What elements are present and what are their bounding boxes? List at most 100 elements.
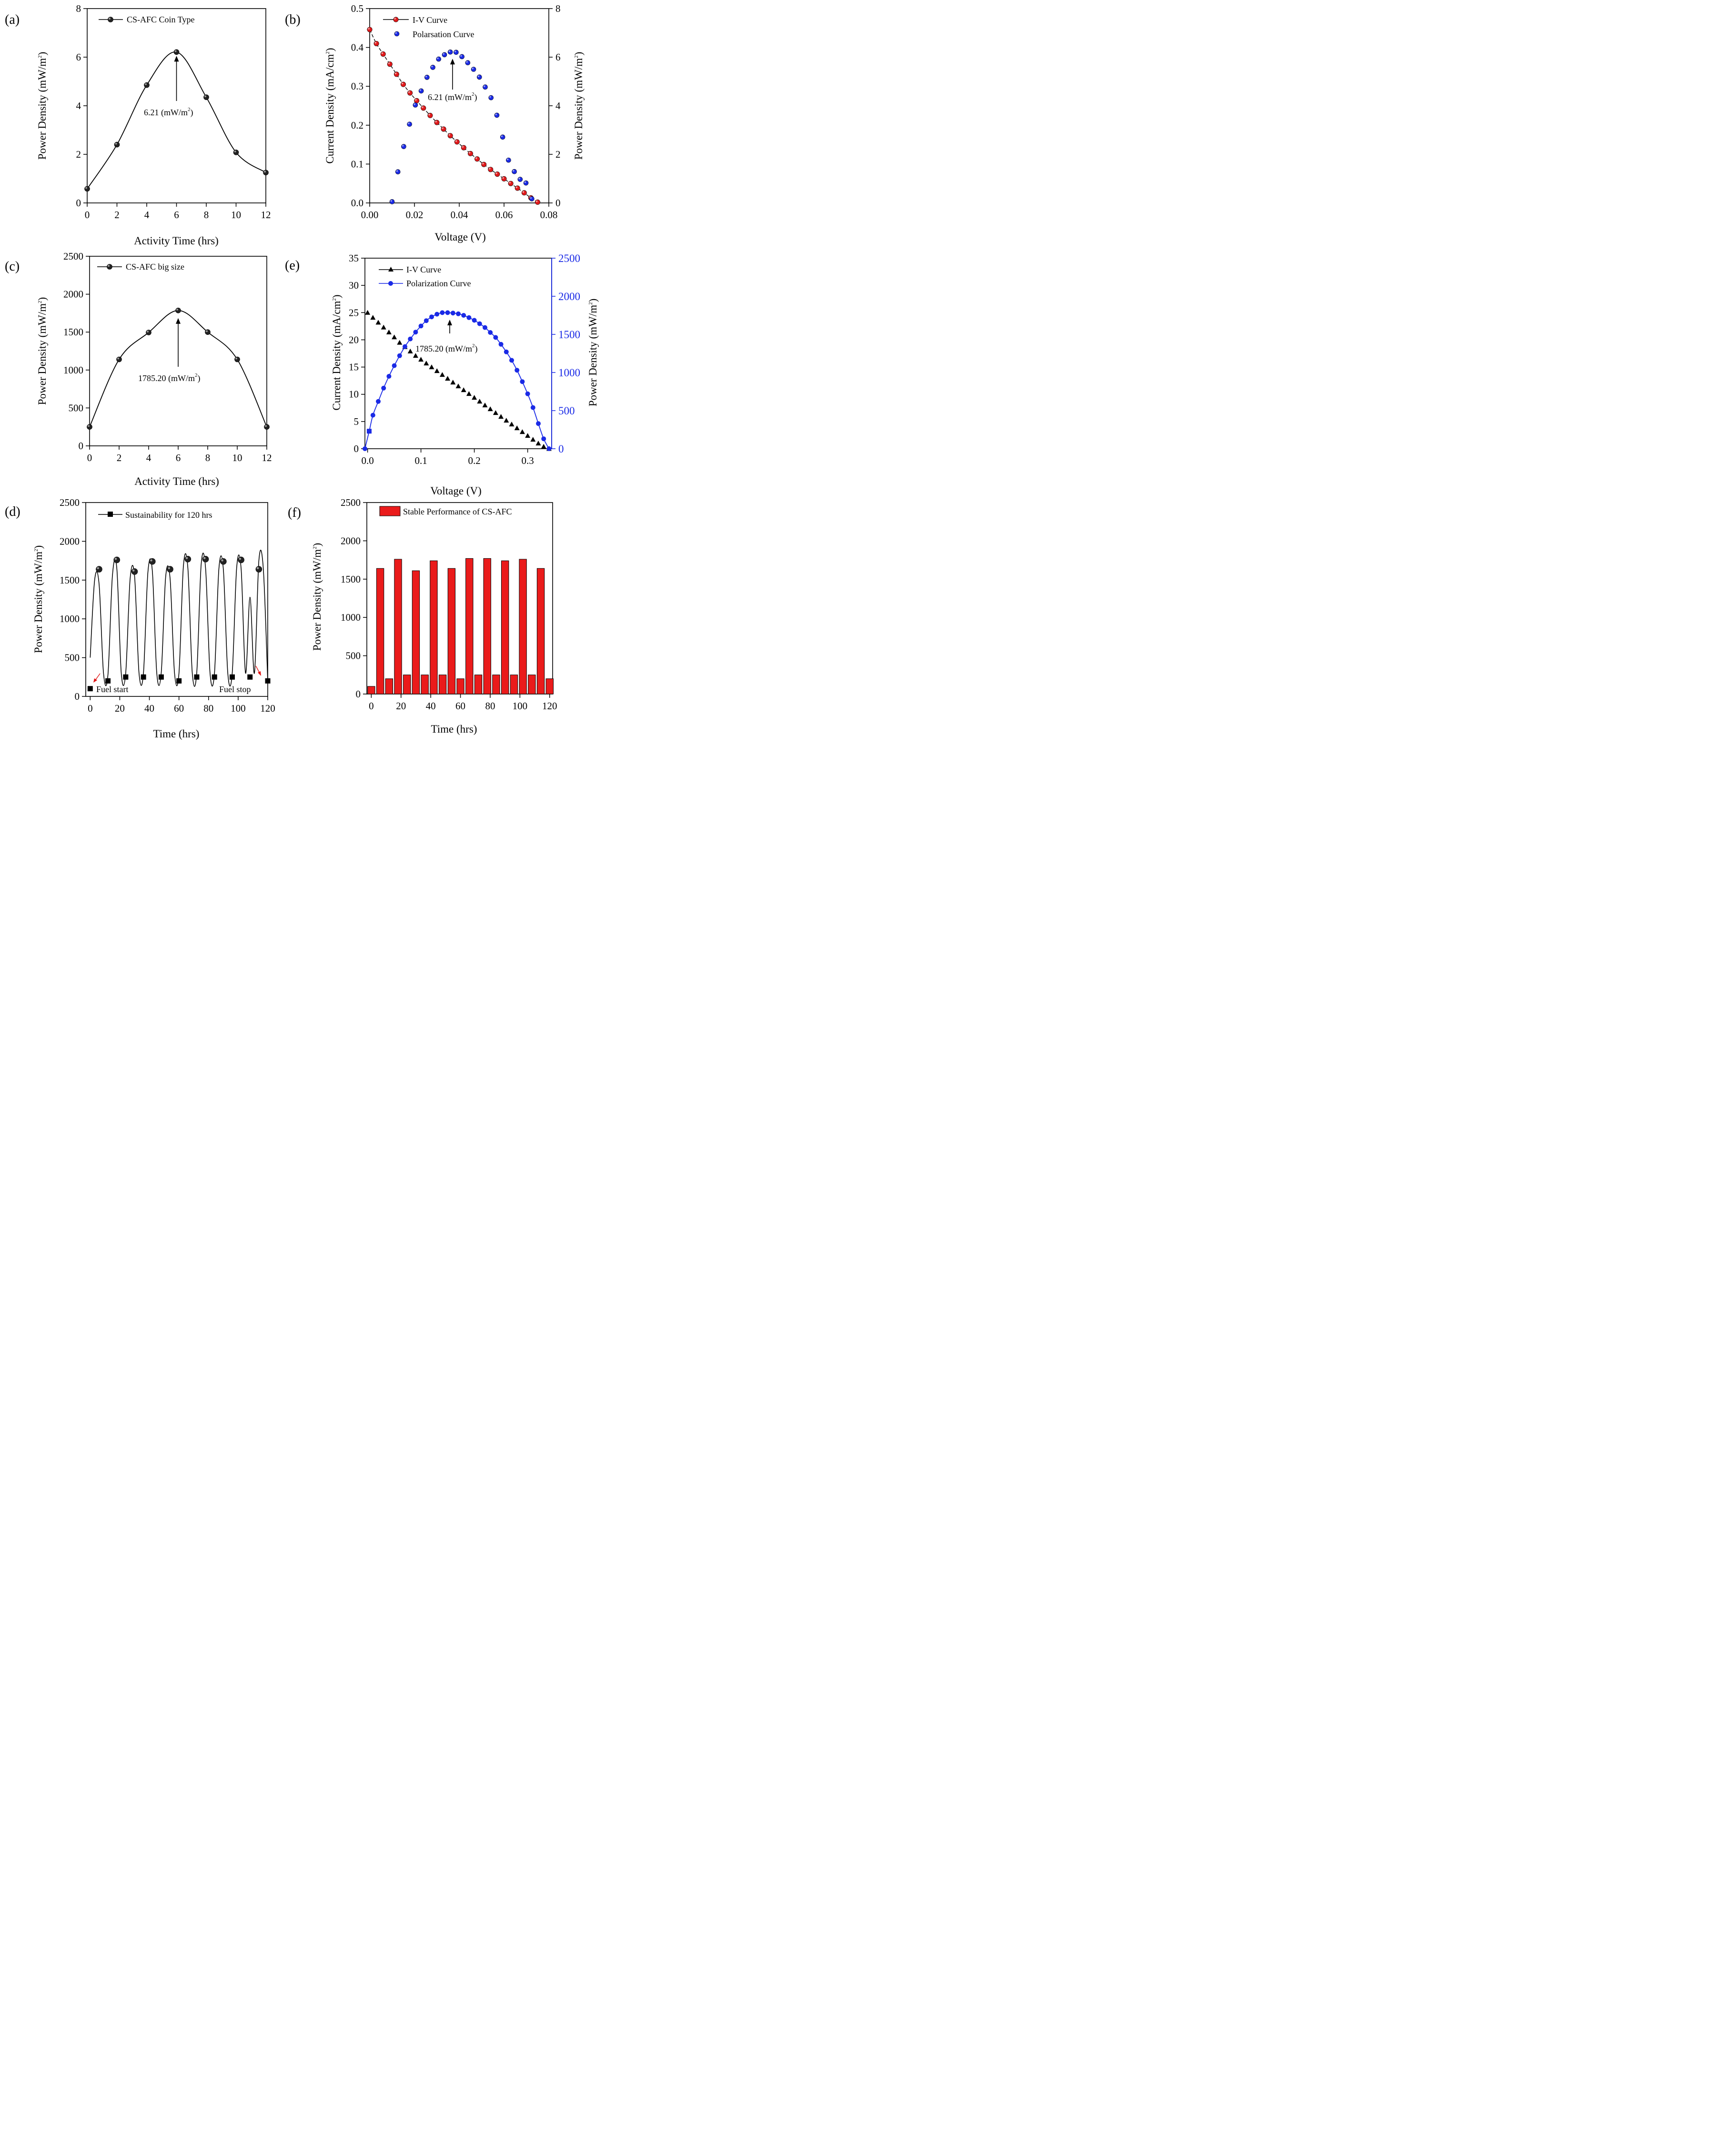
data-point-highlight: [88, 425, 90, 427]
polarization-point: [520, 379, 525, 384]
legend-marker-pol-highlight: [395, 32, 397, 34]
iv-point: [472, 395, 477, 400]
bar: [501, 560, 509, 695]
peak-arrow-head: [450, 59, 455, 65]
y-tick-label: 1000: [63, 364, 83, 376]
x-tick-label: 6: [174, 209, 179, 221]
iv-point-highlight: [522, 191, 525, 193]
y-axis-label-sup: 2: [33, 549, 39, 552]
polarisation-point: [494, 112, 500, 118]
legend-marker-highlight: [108, 265, 110, 267]
data-point: [146, 330, 151, 335]
data-point-highlight: [85, 187, 87, 189]
legend-marker: [108, 512, 113, 517]
peak-annotation-part2: ): [191, 108, 193, 118]
y-tick-label: 0.0: [351, 197, 363, 209]
iv-point: [387, 61, 393, 67]
peak-marker-highlight: [132, 569, 135, 572]
peak-annotation-part: 6.21 (mW/m: [428, 92, 472, 102]
iv-point: [508, 181, 514, 186]
iv-point: [370, 315, 376, 320]
iv-point: [400, 81, 406, 87]
data-point-highlight: [234, 151, 236, 152]
polarisation-point-highlight: [524, 181, 526, 183]
peak-annotation-part2: ): [475, 344, 478, 354]
data-point-highlight: [147, 331, 149, 332]
y-axis-label-part2: ): [311, 543, 323, 547]
data-point-highlight: [115, 142, 117, 145]
chart-a: 0 2 4 6 8 10 12 0 2 4 6 8 (a) Activity Time (hrs) Powe…: [5, 3, 271, 247]
iv-point: [397, 340, 403, 345]
y-axis-label: Current Density (mA/cm2): [324, 48, 336, 163]
x-tick-label: 0.1: [414, 455, 427, 466]
iv-point-highlight: [401, 82, 404, 85]
legend-marker: [107, 264, 112, 270]
y-tick-label: 30: [349, 280, 359, 291]
polarization-point: [493, 335, 498, 340]
polarisation-point-highlight: [448, 50, 451, 52]
y-axis-label: Power Density (mW/m2): [36, 52, 48, 160]
polarisation-point: [500, 134, 505, 140]
bar: [394, 559, 402, 695]
trough-marker: [212, 674, 217, 680]
polarization-point: [546, 446, 552, 451]
legend-swatch: [379, 506, 401, 516]
polarisation-point-highlight: [443, 53, 444, 55]
bar: [430, 560, 438, 695]
fuel-stop-label: Fuel stop: [219, 684, 251, 694]
polarisation-point-highlight: [506, 158, 509, 161]
x-tick-label: 10: [232, 452, 242, 463]
peak-marker: [131, 568, 138, 575]
trough-marker: [229, 674, 235, 680]
polarisation-point-highlight: [425, 75, 427, 78]
data-point: [144, 82, 150, 88]
iv-point-highlight: [535, 200, 538, 202]
polarisation-point: [447, 49, 453, 55]
iv-point: [525, 433, 531, 438]
iv-point-highlight: [368, 28, 370, 30]
iv-point: [414, 98, 420, 103]
polarization-point: [515, 368, 520, 373]
bar: [465, 558, 474, 695]
x-tick-label: 0.2: [468, 455, 480, 466]
legend-text: CS-AFC Coin Type: [127, 15, 194, 24]
iv-point: [450, 380, 456, 385]
peak-marker-highlight: [168, 567, 171, 570]
legend-text-iv: I-V Curve: [406, 265, 441, 274]
polarisation-point: [529, 196, 535, 201]
polarisation-point-highlight: [408, 122, 410, 124]
peak-marker-highlight: [203, 557, 206, 559]
bar: [403, 674, 411, 695]
data-point: [87, 424, 92, 430]
bar: [483, 558, 491, 695]
y-tick-label: 0: [356, 688, 361, 700]
x-tick-label: 120: [260, 703, 275, 714]
polarization-point: [403, 344, 407, 349]
iv-point: [380, 51, 386, 57]
y2-tick-label: 0: [558, 443, 564, 455]
y-axis-label-part2: ): [331, 294, 343, 298]
bar: [447, 568, 456, 695]
chart-b: 0.00 0.02 0.04 0.06 0.08 0.0 0.1 0.2 0.3 0.4 0.5 0 2…: [285, 3, 585, 243]
peak-annotation-part: 1785.20 (mW/m: [415, 344, 472, 354]
bar: [456, 678, 464, 695]
polarization-point: [445, 310, 450, 315]
y-axis-label: Power Density (mW/m2): [32, 545, 44, 654]
polarisation-point-highlight: [501, 135, 503, 137]
x-tick-label: 40: [144, 703, 154, 714]
polarisation-point-highlight: [414, 103, 415, 105]
peak-arrow-head: [447, 320, 452, 325]
polarisation-point-highlight: [402, 145, 404, 147]
y-tick-label: 2000: [341, 535, 361, 546]
polarisation-point: [483, 84, 488, 90]
polarization-point: [530, 405, 535, 410]
y2-axis-label-part: Power Density (mW/m: [587, 305, 599, 406]
x-tick-label: 40: [426, 700, 436, 712]
polarisation-point: [401, 144, 406, 149]
polarisation-point: [512, 169, 517, 174]
legend-text-pol: Polarsation Curve: [413, 30, 474, 39]
peak-annotation: 1785.20 (mW/m2): [138, 372, 201, 383]
data-point: [264, 424, 270, 430]
legend-marker-highlight: [109, 18, 111, 20]
y-tick-label: 6: [76, 51, 81, 63]
